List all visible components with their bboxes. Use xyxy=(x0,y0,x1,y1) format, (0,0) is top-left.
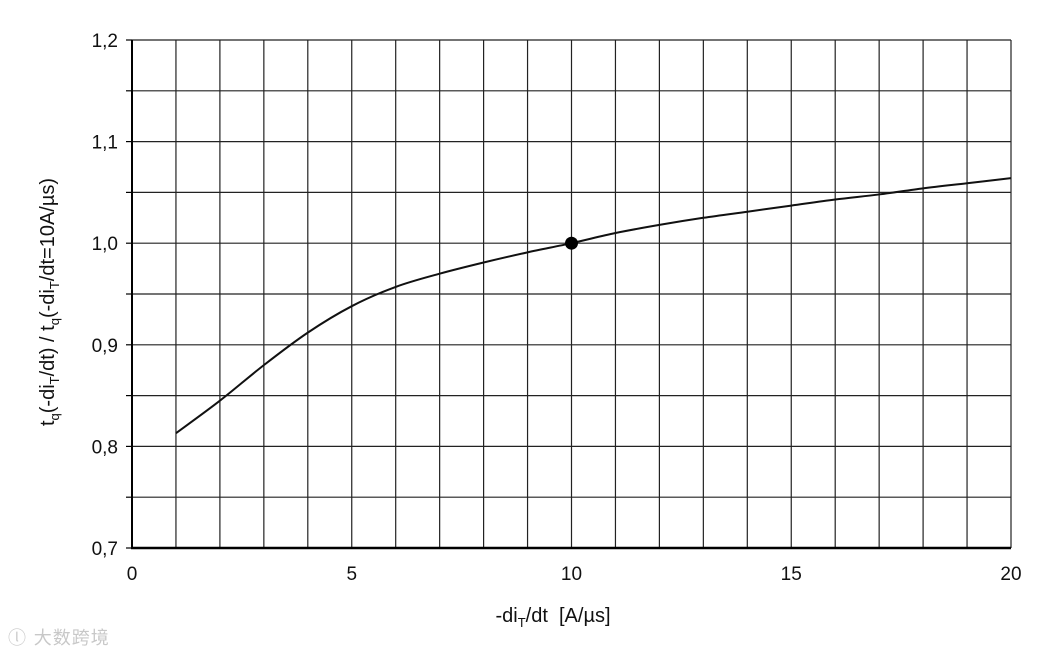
y-tick-label: 1,1 xyxy=(92,133,118,154)
y-tick-label: 1,2 xyxy=(92,31,118,52)
y-tick-label: 1,0 xyxy=(92,234,118,255)
x-tick-label: 10 xyxy=(561,564,582,585)
reference-point-marker xyxy=(565,236,578,250)
y-tick-label: 0,9 xyxy=(92,336,118,357)
series xyxy=(175,177,1012,434)
y-tick-label: 0,7 xyxy=(92,539,118,560)
x-tick-label: 15 xyxy=(781,564,802,585)
series-line xyxy=(175,177,1012,434)
watermark-text: 大数跨境 xyxy=(33,628,110,649)
x-tick-label: 20 xyxy=(1000,564,1021,585)
y-tick-label: 0,8 xyxy=(92,437,118,458)
x-tick-label: 5 xyxy=(346,564,357,585)
tick-labels: 0 5 10 15 20 0,7 0,8 0,9 1,0 1,1 1,2 xyxy=(92,31,1022,585)
x-axis-label: -diT/dt [A/µs] xyxy=(495,605,610,630)
watermark: ⓛ 大数跨境 xyxy=(8,624,110,650)
grid xyxy=(126,39,1012,550)
x-tick-label: 0 xyxy=(127,564,138,585)
y-axis-label: tq(-diT/dt) / tq(-diT/dt=10A/µs) xyxy=(37,178,62,426)
reference-points xyxy=(565,236,578,250)
watermark-logo-icon: ⓛ xyxy=(8,628,27,649)
